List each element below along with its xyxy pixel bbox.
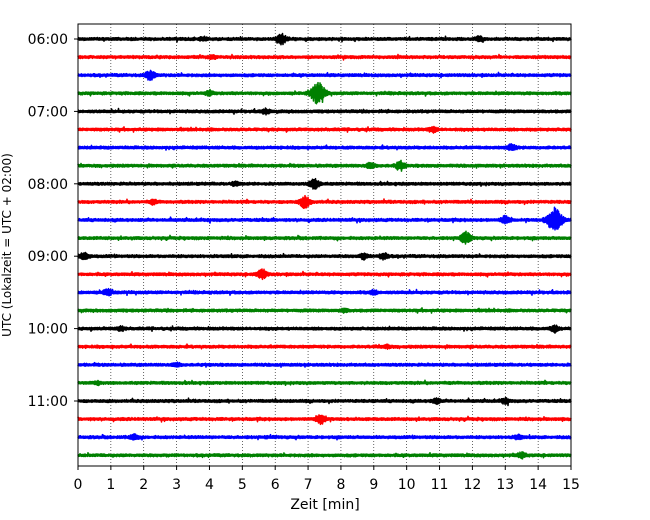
trace-0815 (77, 194, 572, 210)
y-tick-label: 08:00 (28, 177, 68, 193)
trace-0645 (77, 81, 572, 105)
trace-0915 (77, 268, 572, 281)
x-tick-label: 15 (562, 477, 580, 493)
trace-0830 (77, 206, 572, 231)
plot-frame (77, 23, 572, 467)
trace-0700 (77, 107, 572, 116)
trace-1100 (77, 396, 572, 407)
x-tick-label: 0 (74, 477, 83, 493)
trace-0845 (77, 230, 572, 245)
trace-1030 (77, 361, 572, 368)
trace-0730 (77, 143, 572, 152)
x-tick-label: 2 (139, 477, 148, 493)
trace-0715 (77, 125, 572, 134)
y-tick-label: 06:00 (28, 32, 68, 48)
trace-1115 (77, 414, 572, 426)
y-axis-label: UTC (Lokalzeit = UTC + 02:00) (0, 153, 14, 337)
y-tick-label: 09:00 (28, 249, 68, 265)
trace-1130 (77, 433, 572, 441)
x-tick-label: 3 (172, 477, 181, 493)
x-tick-label: 11 (431, 477, 449, 493)
x-tick-label: 10 (398, 477, 416, 493)
trace-rows (77, 32, 572, 460)
x-tick-label: 7 (304, 477, 313, 493)
trace-1145 (77, 451, 572, 460)
y-tick-label: 11:00 (28, 394, 68, 410)
trace-0800 (77, 177, 572, 190)
x-axis-label: Zeit [min] (290, 497, 359, 513)
x-tick-label: 4 (205, 477, 214, 493)
x-tick-label: 13 (496, 477, 514, 493)
y-tick-label: 10:00 (28, 322, 68, 338)
trace-0945 (77, 307, 572, 314)
x-tick-label: 1 (106, 477, 115, 493)
x-axis-ticks: 0 1 2 3 4 5 6 7 8 9 10 11 12 13 14 15 (74, 466, 580, 493)
y-tick-label: 07:00 (28, 104, 68, 120)
trace-0630 (77, 69, 572, 82)
x-tick-label: 6 (271, 477, 280, 493)
y-axis-ticks: 06:00 07:00 08:00 09:00 10:00 11:00 (28, 32, 78, 410)
trace-1000 (77, 324, 572, 334)
x-tick-label: 12 (463, 477, 481, 493)
x-tick-label: 9 (369, 477, 378, 493)
trace-1045 (77, 379, 572, 387)
trace-0745 (77, 159, 572, 172)
trace-0900 (77, 251, 572, 261)
trace-0615 (77, 53, 572, 61)
x-tick-label: 8 (336, 477, 345, 493)
trace-0930 (77, 287, 572, 297)
x-tick-label: 5 (238, 477, 247, 493)
trace-0600 (77, 32, 572, 46)
trace-1015 (77, 343, 572, 350)
x-tick-label: 14 (529, 477, 547, 493)
